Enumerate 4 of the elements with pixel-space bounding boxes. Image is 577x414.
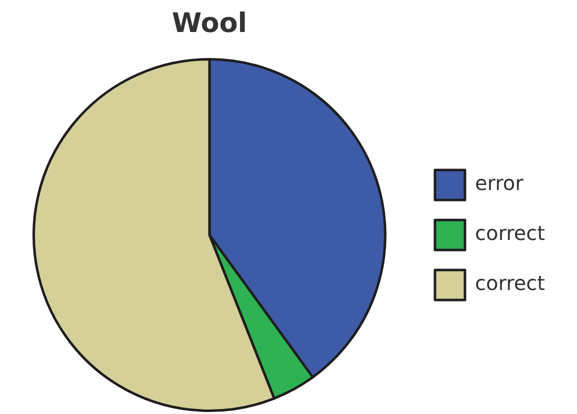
legend-label: error: [474, 171, 524, 196]
chart-title: Wool: [172, 8, 248, 39]
legend-label: correct: [474, 221, 546, 246]
legend-label: correct: [474, 271, 546, 296]
